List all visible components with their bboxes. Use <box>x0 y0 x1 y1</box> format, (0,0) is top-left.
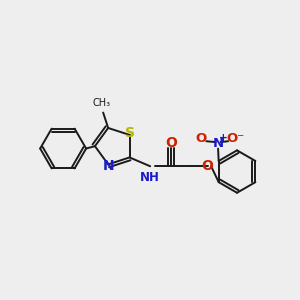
Text: N: N <box>102 159 114 173</box>
Text: +: + <box>219 133 228 143</box>
Text: O: O <box>195 132 207 145</box>
Text: N: N <box>212 137 224 150</box>
Text: NH: NH <box>140 171 160 184</box>
Text: O⁻: O⁻ <box>226 132 245 145</box>
Text: S: S <box>124 127 135 140</box>
Text: CH₃: CH₃ <box>93 98 111 108</box>
Text: O: O <box>165 136 177 150</box>
Text: O: O <box>202 159 214 173</box>
